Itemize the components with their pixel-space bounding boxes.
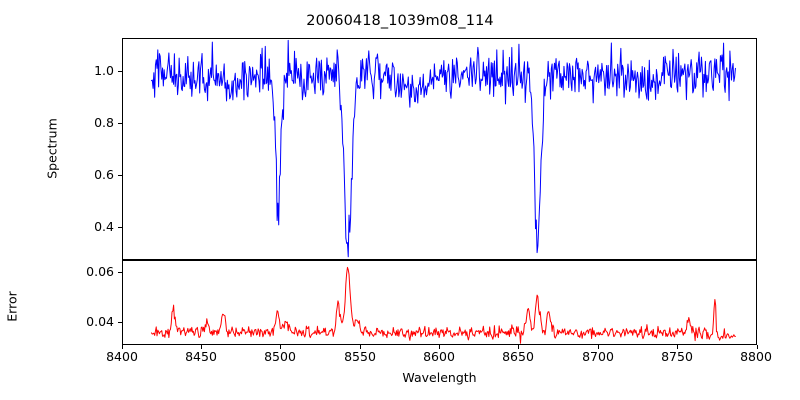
xtick-label-7: 8700 bbox=[582, 349, 614, 364]
spectrum-ytick-3: 0.6 bbox=[94, 167, 114, 182]
spectrum-line-chart bbox=[123, 39, 756, 259]
xtickmark-9 bbox=[756, 345, 758, 349]
spectrum-ytick-2: 0.8 bbox=[94, 115, 114, 130]
xtickmark-4 bbox=[359, 345, 361, 349]
xtick-label-8: 8750 bbox=[661, 349, 693, 364]
xtickmark-5 bbox=[439, 345, 441, 349]
xtick-label-2: 8450 bbox=[185, 349, 217, 364]
xtick-label-6: 8650 bbox=[502, 349, 534, 364]
error-ytickmark-2 bbox=[118, 321, 122, 323]
xtickmark-2 bbox=[200, 345, 202, 349]
error-line-chart bbox=[123, 261, 756, 344]
error-ytick-1: 0.06 bbox=[86, 264, 114, 279]
xtickmark-8 bbox=[677, 345, 679, 349]
spectrum-ytickmark-3 bbox=[118, 174, 122, 176]
xtickmark-6 bbox=[518, 345, 520, 349]
xtick-label-5: 8600 bbox=[423, 349, 455, 364]
error-axis-label: Error bbox=[4, 291, 20, 322]
xtickmark-1 bbox=[121, 345, 123, 349]
spectrum-ytickmark-4 bbox=[118, 226, 122, 228]
error-ytick-2: 0.04 bbox=[86, 314, 114, 329]
spectrum-ytick-1: 1.0 bbox=[94, 63, 114, 78]
error-data-line bbox=[151, 267, 735, 343]
error-plot-area bbox=[122, 260, 757, 345]
xtickmark-7 bbox=[597, 345, 599, 349]
xtickmark-3 bbox=[280, 345, 282, 349]
spectrum-ytickmark-1 bbox=[118, 70, 122, 72]
xtick-label-9: 8800 bbox=[740, 349, 772, 364]
spectrum-plot-area bbox=[122, 38, 757, 260]
xtick-label-1: 8400 bbox=[106, 349, 138, 364]
xtick-label-4: 8550 bbox=[344, 349, 376, 364]
spectrum-ytickmark-2 bbox=[118, 122, 122, 124]
spectrum-axis-label: Spectrum bbox=[44, 118, 60, 179]
wavelength-axis-label: Wavelength bbox=[402, 370, 477, 385]
figure-title: 20060418_1039m08_114 bbox=[306, 13, 494, 29]
spectrum-data-line bbox=[151, 40, 735, 256]
error-ytickmark-1 bbox=[118, 271, 122, 273]
xtick-label-3: 8500 bbox=[264, 349, 296, 364]
spectrum-ytick-4: 0.4 bbox=[94, 219, 114, 234]
